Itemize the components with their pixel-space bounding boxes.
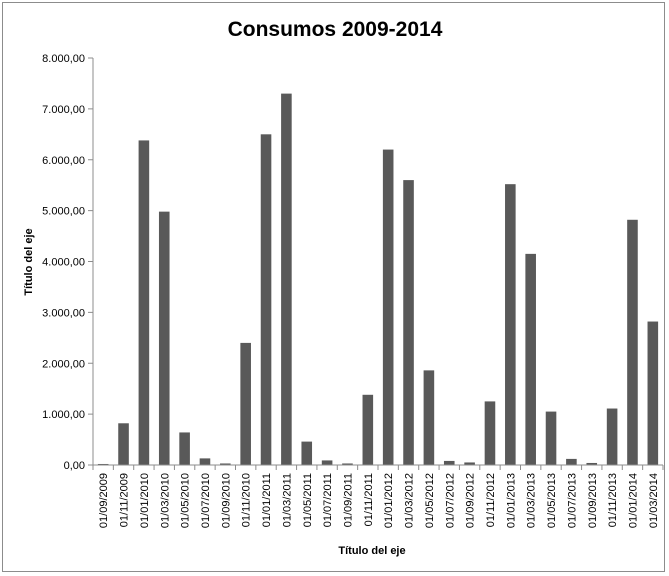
y-tick-label: 4.000,00 — [42, 257, 85, 269]
bar — [281, 93, 292, 466]
x-tick-label: 01/09/2009 — [98, 473, 110, 528]
bar — [118, 423, 129, 465]
bar — [545, 411, 557, 465]
x-tick-label: 01/01/2011 — [261, 473, 273, 527]
bar — [525, 253, 536, 465]
x-tick-label: 01/01/2014 — [627, 473, 639, 528]
bar — [403, 180, 414, 465]
y-tick-label: 7.000,00 — [42, 104, 85, 116]
x-tick-label: 01/03/2011 — [281, 473, 293, 527]
x-tick-label: 01/09/2011 — [342, 473, 354, 527]
x-tick-label: 01/01/2013 — [505, 473, 517, 528]
bar — [627, 219, 638, 465]
x-tick-label: 01/09/2013 — [587, 473, 599, 528]
bar — [97, 463, 109, 465]
y-axis-ticks: 0,00 1.000,00 2.000,00 3.000,00 4.000,00 5.00… — [42, 53, 93, 472]
x-tick-label: 01/01/2010 — [139, 473, 151, 528]
x-tick-label: 01/03/2014 — [648, 473, 660, 528]
bar — [505, 184, 516, 466]
y-tick-label: 2.000,00 — [42, 358, 85, 370]
bar — [260, 134, 272, 465]
x-tick-label: 01/05/2012 — [424, 473, 436, 528]
bar — [566, 458, 577, 465]
x-tick-label: 01/05/2010 — [180, 473, 192, 528]
x-tick-label: 01/07/2012 — [444, 473, 456, 528]
bar — [138, 140, 150, 466]
x-tick-label: 01/11/2010 — [241, 473, 253, 527]
bar — [464, 462, 475, 465]
bar — [220, 463, 231, 465]
x-tick-label: 01/05/2011 — [302, 473, 314, 527]
y-tick-label: 1.000,00 — [42, 409, 85, 421]
bar — [199, 458, 211, 465]
chart-title: Consumos 2009-2014 — [228, 18, 443, 41]
bar — [647, 321, 659, 465]
bar — [484, 401, 496, 465]
x-tick-label: 01/09/2012 — [465, 473, 477, 528]
bar — [423, 370, 435, 465]
bar — [586, 462, 598, 465]
x-tick-label: 01/03/2010 — [159, 473, 171, 528]
x-tick-label: 01/03/2013 — [526, 473, 538, 528]
x-tick-label: 01/05/2013 — [546, 473, 558, 528]
bar — [179, 432, 190, 465]
bar — [382, 149, 394, 465]
bars — [97, 93, 659, 466]
x-tick-label: 01/07/2011 — [322, 473, 334, 527]
bar — [443, 460, 455, 465]
x-tick-label: 01/11/2013 — [607, 473, 619, 527]
y-tick-label: 3.000,00 — [42, 307, 85, 319]
bar — [321, 460, 333, 465]
x-axis-title: Título del eje — [338, 545, 405, 557]
bar — [606, 408, 618, 465]
bar-chart: Consumos 2009-2014 Título del eje Título… — [23, 18, 664, 557]
x-tick-label: 01/03/2012 — [404, 473, 416, 528]
x-axis-ticks: 01/09/2009 01/11/2009 01/01/2010 01/03/2010… — [92, 465, 664, 528]
x-tick-label: 01/07/2013 — [566, 473, 578, 528]
x-tick-label: 01/01/2012 — [383, 473, 395, 528]
y-tick-label: 8.000,00 — [42, 53, 85, 65]
y-tick-label: 6.000,00 — [42, 155, 85, 167]
x-tick-label: 01/11/2011 — [363, 473, 375, 526]
bar — [342, 463, 353, 465]
x-tick-label: 01/09/2010 — [220, 473, 232, 528]
x-tick-label: 01/11/2012 — [485, 473, 497, 527]
bar — [362, 394, 374, 465]
bar — [158, 211, 170, 465]
y-tick-label: 5.000,00 — [42, 206, 85, 218]
bar — [240, 342, 251, 465]
x-tick-label: 01/07/2010 — [200, 473, 212, 528]
x-tick-label: 01/11/2009 — [119, 473, 131, 527]
y-tick-label: 0,00 — [64, 460, 85, 472]
y-axis-title: Título del eje — [23, 228, 35, 295]
bar — [301, 441, 313, 465]
